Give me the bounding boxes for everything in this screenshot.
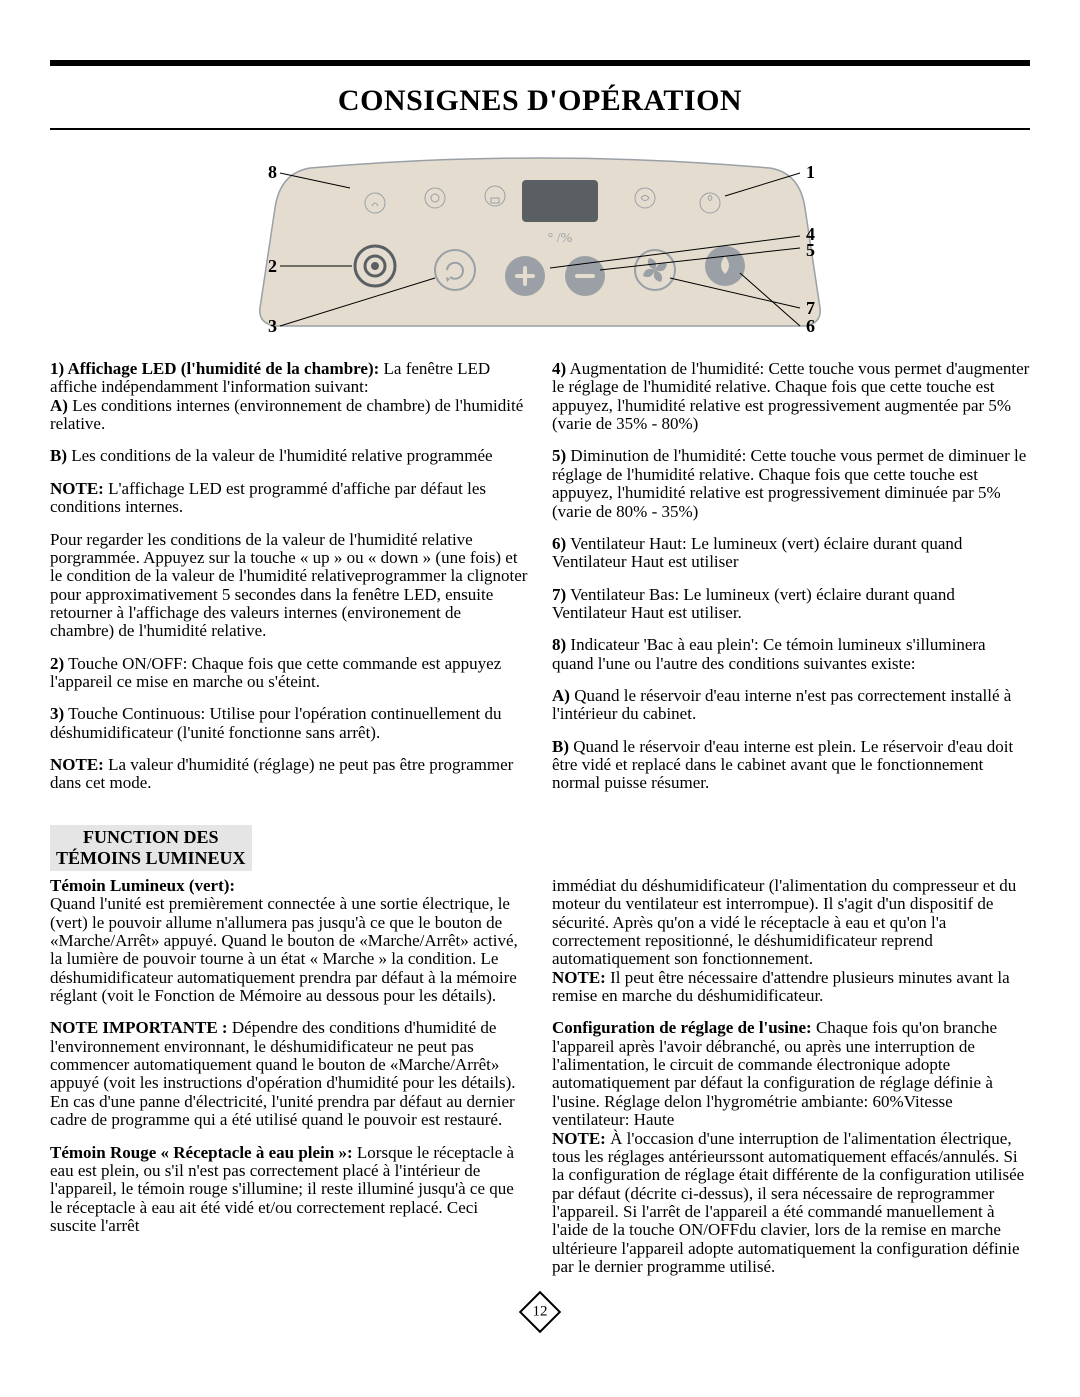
top-rule — [50, 60, 1030, 66]
svg-text:8: 8 — [268, 162, 277, 182]
left-column: 1) Affichage LED (l'humidité de la chamb… — [50, 360, 528, 807]
important-note: NOTE IMPORTANTE : Dépendre des condition… — [50, 1019, 528, 1129]
page-title: CONSIGNES D'OPÉRATION — [50, 84, 1030, 118]
item-5: 5) Diminution de l'humidité: Cette touch… — [552, 447, 1030, 520]
svg-text:3: 3 — [268, 316, 277, 336]
item-7: 7) Ventilateur Bas: Le lumineux (vert) é… — [552, 586, 1030, 623]
svg-text:1: 1 — [806, 162, 815, 182]
item-1-note: NOTE: L'affichage LED est programmé d'af… — [50, 480, 528, 517]
svg-text:2: 2 — [268, 256, 277, 276]
title-underline — [50, 128, 1030, 130]
item-8: 8) Indicateur 'Bac à eau plein': Ce témo… — [552, 636, 1030, 673]
item-1b: B) Les conditions de la valeur de l'humi… — [50, 447, 528, 465]
item-1: 1) Affichage LED (l'humidité de la chamb… — [50, 360, 528, 433]
svg-text:7: 7 — [806, 298, 815, 318]
svg-text:° /%: ° /% — [548, 231, 573, 246]
item-3: 3) Touche Continuous: Utilise pour l'opé… — [50, 705, 528, 742]
item-1-extra: Pour regarder les conditions de la valeu… — [50, 531, 528, 641]
right-column: 4) Augmentation de l'humidité: Cette tou… — [552, 360, 1030, 807]
factory-config: Configuration de réglage de l'usine: Cha… — [552, 1019, 1030, 1276]
note-restart: NOTE: Il peut être nécessaire d'attendre… — [552, 969, 1030, 1006]
section-2-heading: FUNCTION DES TÉMOINS LUMINEUX — [50, 807, 1030, 877]
instructions-columns: 1) Affichage LED (l'humidité de la chamb… — [50, 360, 1030, 807]
item-2: 2) Touche ON/OFF: Chaque fois que cette … — [50, 655, 528, 692]
item-3-note: NOTE: La valeur d'humidité (réglage) ne … — [50, 756, 528, 793]
red-led-para: Témoin Rouge « Réceptacle à eau plein »:… — [50, 1144, 528, 1236]
section-2-left: Témoin Lumineux (vert): Quand l'unité es… — [50, 877, 528, 1277]
green-led-para: Témoin Lumineux (vert): Quand l'unité es… — [50, 877, 528, 1006]
page-number: 12 — [50, 1294, 1030, 1335]
section-2-columns: Témoin Lumineux (vert): Quand l'unité es… — [50, 877, 1030, 1277]
section-2-line2: TÉMOINS LUMINEUX — [56, 848, 246, 868]
section-2-line1: FUNCTION DES — [83, 827, 219, 847]
item-4: 4) Augmentation de l'humidité: Cette tou… — [552, 360, 1030, 433]
item-8b: B) Quand le réservoir d'eau interne est … — [552, 738, 1030, 793]
svg-text:5: 5 — [806, 240, 815, 260]
continuation-para: immédiat du déshumidificateur (l'aliment… — [552, 877, 1030, 969]
svg-text:6: 6 — [806, 316, 815, 336]
section-2-right: immédiat du déshumidificateur (l'aliment… — [552, 877, 1030, 1277]
item-8a: A) Quand le réservoir d'eau interne n'es… — [552, 687, 1030, 724]
control-panel-diagram: ° /% — [50, 148, 1030, 348]
item-6: 6) Ventilateur Haut: Le lumineux (vert) … — [552, 535, 1030, 572]
